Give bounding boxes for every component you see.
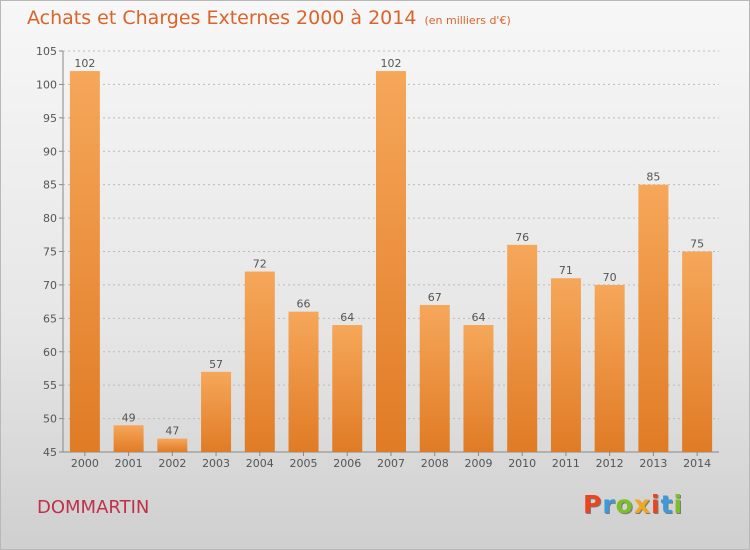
y-tick-label: 70 xyxy=(43,279,57,292)
bar-value-label: 70 xyxy=(603,271,617,284)
bar xyxy=(594,284,625,452)
x-tick-label: 2002 xyxy=(158,457,186,470)
bar-value-label: 47 xyxy=(165,425,179,438)
chart-title-text: Achats et Charges Externes 2000 à 2014 xyxy=(27,7,417,29)
bar-value-label: 72 xyxy=(253,258,267,271)
x-tick-label: 2006 xyxy=(333,457,361,470)
y-tick-label: 95 xyxy=(43,112,57,125)
bar xyxy=(332,325,363,452)
bar xyxy=(201,371,232,452)
logo-letter: o xyxy=(615,490,634,519)
bar-value-label: 49 xyxy=(122,411,136,424)
logo-letter: i xyxy=(651,490,661,519)
bar xyxy=(376,71,406,453)
proxiti-logo[interactable]: Proxiti xyxy=(583,490,683,519)
y-tick-label: 65 xyxy=(43,312,57,325)
y-tick-label: 85 xyxy=(43,179,57,192)
logo-letter: r xyxy=(602,490,616,519)
bar xyxy=(113,425,144,452)
y-tick-label: 80 xyxy=(43,212,57,225)
x-tick-label: 2012 xyxy=(596,457,624,470)
bar xyxy=(288,311,319,452)
y-tick-label: 45 xyxy=(43,446,57,459)
bar xyxy=(244,271,275,452)
x-tick-label: 2010 xyxy=(508,457,536,470)
y-tick-label: 55 xyxy=(43,379,57,392)
y-tick-label: 75 xyxy=(43,246,57,259)
bar xyxy=(682,251,713,452)
y-tick-label: 100 xyxy=(36,78,57,91)
bar-value-label: 57 xyxy=(209,358,223,371)
bar-value-label: 66 xyxy=(297,298,311,311)
bar-value-label: 64 xyxy=(471,311,485,324)
y-tick-label: 50 xyxy=(43,413,57,426)
x-tick-label: 2013 xyxy=(639,457,667,470)
logo-letter: x xyxy=(633,490,651,519)
bar xyxy=(507,244,538,452)
bar-value-label: 102 xyxy=(381,57,402,70)
logo-letter: i xyxy=(673,490,684,519)
x-tick-label: 2014 xyxy=(683,457,711,470)
axes: 45 50 55 60 65 70 75 80 85 90 95 100 105 2000 2001 2002… xyxy=(36,45,719,470)
bar-value-label: 67 xyxy=(428,291,442,304)
y-tick-label: 60 xyxy=(43,346,57,359)
data-labels: 102 49 47 57 72 66 64 102 67 64 76 71 70 85 75 xyxy=(74,57,704,438)
chart-unit-text: (en milliers d'€) xyxy=(424,14,511,27)
bar xyxy=(157,438,188,452)
x-tick-label: 2009 xyxy=(464,457,492,470)
bar-value-label: 85 xyxy=(646,171,660,184)
y-tick-label: 90 xyxy=(43,145,57,158)
x-tick-label: 2004 xyxy=(246,457,274,470)
bar xyxy=(463,325,494,452)
x-tick-label: 2003 xyxy=(202,457,230,470)
bar-value-label: 75 xyxy=(690,238,704,251)
x-tick-label: 2007 xyxy=(377,457,405,470)
x-tick-label: 2001 xyxy=(115,457,143,470)
bar-value-label: 64 xyxy=(340,311,354,324)
logo-letter: P xyxy=(583,490,603,519)
bar-value-label: 76 xyxy=(515,231,529,244)
x-tick-label: 2011 xyxy=(552,457,580,470)
bar xyxy=(550,278,581,452)
bars xyxy=(69,71,713,453)
bar xyxy=(638,184,669,452)
chart-title: Achats et Charges Externes 2000 à 2014 (e… xyxy=(27,7,511,29)
bar xyxy=(419,304,450,452)
x-tick-label: 2008 xyxy=(421,457,449,470)
logo-letter: t xyxy=(660,490,674,519)
bar-value-label: 71 xyxy=(559,264,573,277)
x-tick-label: 2005 xyxy=(290,457,318,470)
bar-value-label: 102 xyxy=(74,57,95,70)
y-tick-label: 105 xyxy=(36,45,57,58)
x-tick-label: 2000 xyxy=(71,457,99,470)
city-name: DOMMARTIN xyxy=(37,497,150,518)
bar xyxy=(69,71,100,453)
